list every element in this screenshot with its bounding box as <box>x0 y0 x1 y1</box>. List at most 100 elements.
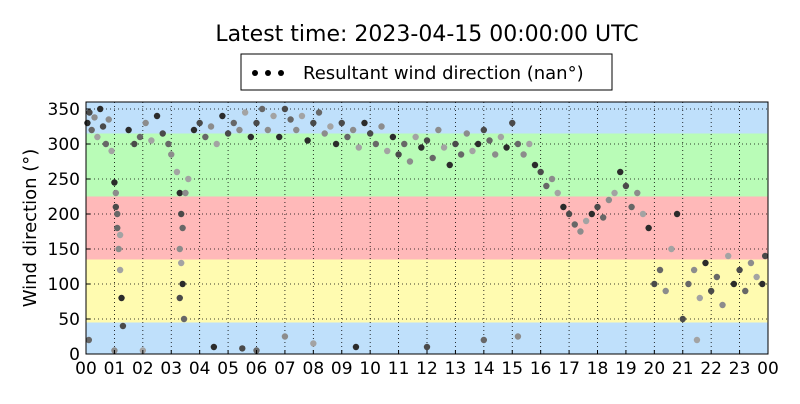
data-point <box>497 133 505 141</box>
data-point <box>446 161 453 169</box>
y-tick-label: 100 <box>48 275 80 295</box>
data-point <box>332 140 340 148</box>
legend-box <box>240 53 613 91</box>
data-point <box>94 133 101 141</box>
data-point <box>406 158 414 165</box>
data-point <box>366 130 374 137</box>
data-point <box>114 210 121 218</box>
data-point <box>520 151 527 158</box>
data-point <box>210 343 218 351</box>
x-axis: 00 01 02 03 04 05 06 07 08 09 10 11 12 13 14 15 16 17 18 19… <box>75 350 779 379</box>
data-point <box>736 266 743 274</box>
x-tick-label: 04 <box>189 359 211 379</box>
legend: Resultant wind direction (nan°) <box>240 53 613 91</box>
data-point <box>118 294 125 302</box>
data-point <box>702 259 709 267</box>
data-point <box>86 109 93 116</box>
chart-title: Latest time: 2023-04-15 00:00:00 UTC <box>215 22 638 47</box>
y-tick-label: 350 <box>48 100 80 120</box>
data-point <box>153 112 161 120</box>
data-point <box>543 182 550 190</box>
x-tick-label: 06 <box>246 359 268 379</box>
x-tick-label: 13 <box>445 359 467 379</box>
legend-marker-dot <box>252 70 258 76</box>
data-point <box>395 151 402 158</box>
data-point <box>236 126 243 134</box>
data-point <box>264 126 272 134</box>
data-point <box>148 137 155 144</box>
data-point <box>213 140 220 148</box>
data-point <box>645 224 652 232</box>
data-point <box>452 140 459 148</box>
plot-area: 00 01 02 03 04 05 06 07 08 09 10 11 12 13 14 15 16 17 18 19… <box>48 100 779 379</box>
x-tick-label: 11 <box>388 359 410 379</box>
data-point <box>423 343 431 351</box>
data-point <box>125 126 132 134</box>
data-point <box>196 119 203 127</box>
data-point <box>136 133 144 141</box>
data-point <box>594 203 601 211</box>
data-point <box>372 140 380 148</box>
data-point <box>281 105 289 113</box>
data-point <box>651 280 658 288</box>
data-point <box>582 217 590 225</box>
data-point <box>180 315 188 323</box>
data-point <box>315 109 323 116</box>
y-tick-label: 50 <box>58 310 80 330</box>
x-tick-label: 22 <box>700 359 722 379</box>
data-point <box>202 133 209 141</box>
x-tick-label: 23 <box>729 359 751 379</box>
data-point <box>108 147 115 155</box>
data-point <box>115 245 122 253</box>
data-point <box>207 123 215 130</box>
data-point <box>142 119 149 127</box>
data-point <box>384 147 391 155</box>
data-point <box>310 340 317 347</box>
data-point <box>599 214 607 221</box>
data-point <box>554 189 561 197</box>
data-point <box>440 144 448 151</box>
data-point <box>509 119 516 127</box>
data-point <box>258 105 266 113</box>
x-tick-label: 03 <box>160 359 182 379</box>
data-point <box>287 116 294 123</box>
y-tick-label: 150 <box>48 240 80 260</box>
data-points <box>84 105 769 354</box>
data-point <box>469 147 476 155</box>
data-point <box>344 133 351 141</box>
data-point <box>429 154 436 162</box>
data-point <box>116 266 124 274</box>
data-point <box>571 221 578 228</box>
data-point <box>298 112 306 120</box>
y-tick-label: 300 <box>48 135 80 155</box>
data-point <box>639 210 647 218</box>
data-point <box>412 133 419 141</box>
y-axis-label: Wind direction (°) <box>20 149 41 308</box>
data-point <box>114 224 121 232</box>
data-point <box>112 189 120 197</box>
legend-label: Resultant wind direction (nan°) <box>303 63 584 84</box>
data-point <box>526 140 533 148</box>
data-point <box>270 112 277 120</box>
data-point <box>761 252 769 260</box>
data-point <box>179 280 186 288</box>
data-point <box>338 119 345 127</box>
data-point <box>349 126 357 134</box>
data-point <box>492 151 499 158</box>
data-point <box>159 130 166 137</box>
data-point <box>730 280 738 288</box>
data-point <box>759 280 766 288</box>
data-point <box>355 144 362 151</box>
data-point <box>99 123 107 130</box>
x-tick-label: 12 <box>416 359 438 379</box>
data-point <box>219 112 226 120</box>
data-point <box>111 179 118 186</box>
data-point <box>537 168 544 176</box>
data-point <box>247 133 255 141</box>
data-point <box>480 336 488 344</box>
data-point <box>84 119 91 127</box>
data-point <box>177 210 185 218</box>
data-point <box>503 144 510 151</box>
